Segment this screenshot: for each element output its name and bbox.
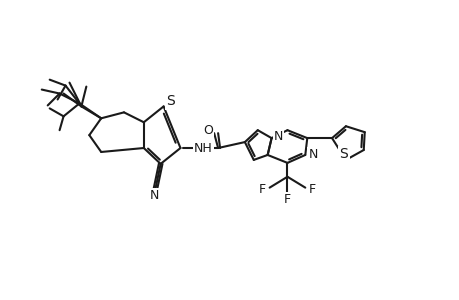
- Text: S: S: [166, 94, 174, 109]
- Text: O: O: [203, 124, 213, 137]
- Text: N: N: [150, 189, 159, 202]
- Text: F: F: [258, 183, 266, 196]
- Text: N: N: [273, 130, 283, 142]
- Text: NH: NH: [193, 142, 212, 154]
- Text: F: F: [308, 183, 315, 196]
- Text: F: F: [283, 193, 291, 206]
- Text: N: N: [308, 148, 317, 161]
- Text: S: S: [339, 147, 347, 161]
